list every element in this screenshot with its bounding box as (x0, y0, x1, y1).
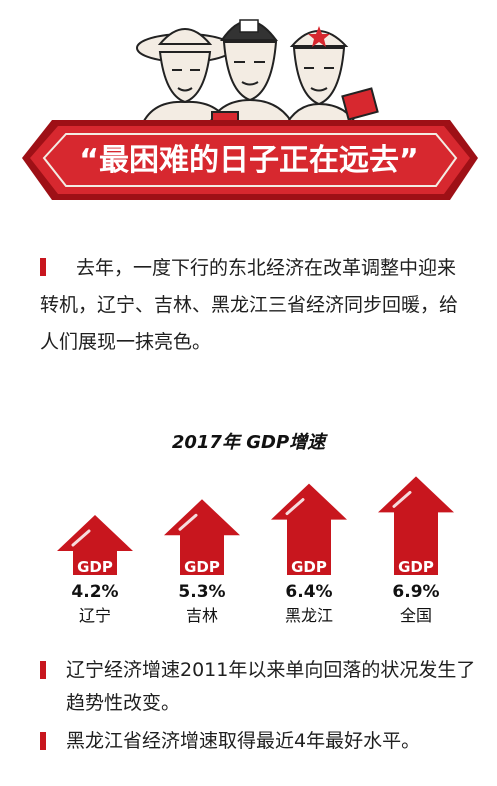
notes-section: 辽宁经济增速2011年以来单向回落的状况发生了趋势性改变。 黑龙江省经济增速取得… (40, 654, 480, 763)
value-label: 5.3% (178, 582, 225, 602)
bar-辽宁: GDP 4.2% 辽宁 (57, 515, 133, 625)
value-label: 4.2% (71, 582, 118, 602)
bar-inner-label: GDP (291, 558, 327, 576)
arrow-bar (271, 483, 347, 575)
bar-inner-label: GDP (398, 558, 434, 576)
category-label: 吉林 (186, 606, 218, 625)
arrow-highlight (285, 498, 305, 516)
bar-inner-label: GDP (184, 558, 220, 576)
arrow-highlight (71, 529, 91, 547)
bar-inner-label: GDP (77, 558, 113, 576)
arrow-bar (164, 499, 240, 575)
arrow-bar (57, 515, 133, 575)
red-bar-marker (40, 258, 46, 276)
note-item: 辽宁经济增速2011年以来单向回落的状况发生了趋势性改变。 (40, 654, 480, 720)
intro-paragraph: 去年，一度下行的东北经济在改革调整中迎来转机，辽宁、吉林、黑龙江三省经济同步回暖… (40, 250, 472, 361)
arrow-highlight (392, 490, 412, 508)
arrow-highlight (178, 513, 198, 531)
title-banner (22, 120, 478, 200)
value-label: 6.4% (285, 582, 332, 602)
bar-黑龙江: GDP 6.4% 黑龙江 (271, 483, 347, 625)
note-text: 辽宁经济增速2011年以来单向回落的状况发生了趋势性改变。 (66, 659, 476, 714)
category-label: 全国 (400, 606, 432, 625)
bar-吉林: GDP 5.3% 吉林 (164, 499, 240, 625)
red-bar-marker (40, 661, 46, 679)
note-text: 黑龙江省经济增速取得最近4年最好水平。 (66, 730, 421, 752)
page-title: “最困难的日子正在远去” (79, 143, 418, 178)
intro-text: 去年，一度下行的东北经济在改革调整中迎来转机，辽宁、吉林、黑龙江三省经济同步回暖… (40, 257, 459, 353)
category-label: 黑龙江 (285, 606, 333, 625)
header-banner: “最困难的日子正在远去” (22, 19, 478, 200)
bar-全国: GDP 6.9% 全国 (378, 476, 454, 625)
value-label: 6.9% (392, 582, 439, 602)
note-item: 黑龙江省经济增速取得最近4年最好水平。 (40, 725, 480, 758)
red-bar-marker (40, 732, 46, 750)
gdp-growth-chart: GDP 4.2% 辽宁 GDP 5.3% 吉林 GDP 6.4% 黑龙江 GDP 6.9% 全国 (57, 476, 454, 625)
category-label: 辽宁 (79, 606, 111, 625)
chart-title: 2017年 GDP增速 (171, 432, 326, 453)
arrow-bar (378, 476, 454, 575)
